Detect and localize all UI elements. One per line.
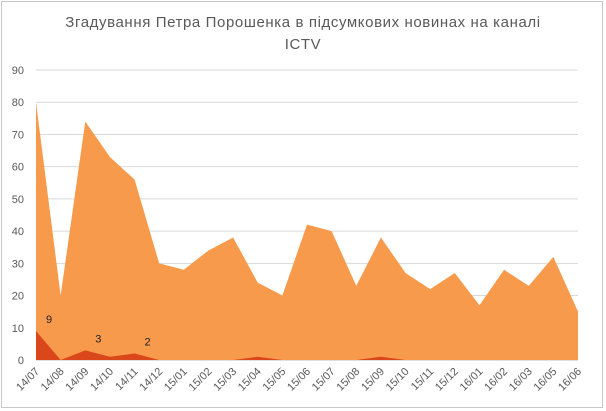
x-tick-label: 15/08 — [334, 366, 362, 394]
x-tick-label: 15/12 — [433, 366, 461, 394]
x-tick-label: 15/10 — [384, 366, 412, 394]
data-label: 9 — [46, 314, 52, 326]
chart-title: Згадування Петра Порошенка в підсумкових… — [0, 12, 606, 56]
x-tick-label: 14/08 — [39, 366, 67, 394]
chart-title-line-1: Згадування Петра Порошенка в підсумкових… — [65, 14, 541, 31]
x-tick-label: 15/11 — [409, 366, 436, 393]
x-tick-label: 15/03 — [211, 366, 239, 394]
x-axis: 14/0714/0814/0914/1014/1114/1215/0115/02… — [14, 366, 584, 394]
x-tick-label: 14/10 — [88, 366, 116, 394]
y-axis: 0 10 20 30 40 50 60 70 80 90 — [12, 65, 24, 367]
data-label: 3 — [95, 333, 101, 345]
x-tick-label: 15/04 — [236, 366, 264, 394]
y-tick-label: 20 — [12, 291, 24, 303]
series-areas — [36, 102, 578, 360]
series-area-2 — [36, 331, 578, 360]
y-tick-label: 80 — [12, 97, 24, 109]
y-tick-label: 0 — [18, 355, 24, 367]
x-tick-label: 15/05 — [261, 366, 289, 394]
y-tick-label: 10 — [12, 323, 24, 335]
x-tick-label: 16/06 — [556, 366, 584, 394]
x-tick-label: 14/09 — [63, 366, 91, 394]
x-tick-label: 15/09 — [359, 366, 387, 394]
x-tick-label: 14/07 — [14, 366, 42, 394]
y-tick-label: 40 — [12, 226, 24, 238]
x-tick-label: 16/03 — [507, 366, 535, 394]
x-tick-label: 15/07 — [310, 366, 338, 394]
y-tick-label: 90 — [12, 65, 24, 77]
y-tick-label: 60 — [12, 162, 24, 174]
x-tick-label: 14/11 — [113, 366, 140, 393]
chart-title-line-2: ICTV — [284, 36, 322, 53]
y-tick-label: 70 — [12, 129, 24, 141]
x-tick-label: 14/12 — [137, 366, 165, 394]
x-tick-label: 16/01 — [458, 366, 486, 394]
y-tick-label: 30 — [12, 258, 24, 270]
y-tick-label: 50 — [12, 194, 24, 206]
series-area-1 — [36, 102, 578, 360]
x-tick-label: 16/02 — [482, 366, 510, 394]
x-tick-label: 16/05 — [532, 366, 560, 394]
x-tick-label: 15/06 — [285, 366, 313, 394]
x-tick-label: 15/02 — [187, 366, 215, 394]
data-label: 2 — [144, 337, 150, 349]
x-tick-label: 15/01 — [162, 366, 190, 394]
data-labels: 9 3 2 — [46, 314, 151, 349]
